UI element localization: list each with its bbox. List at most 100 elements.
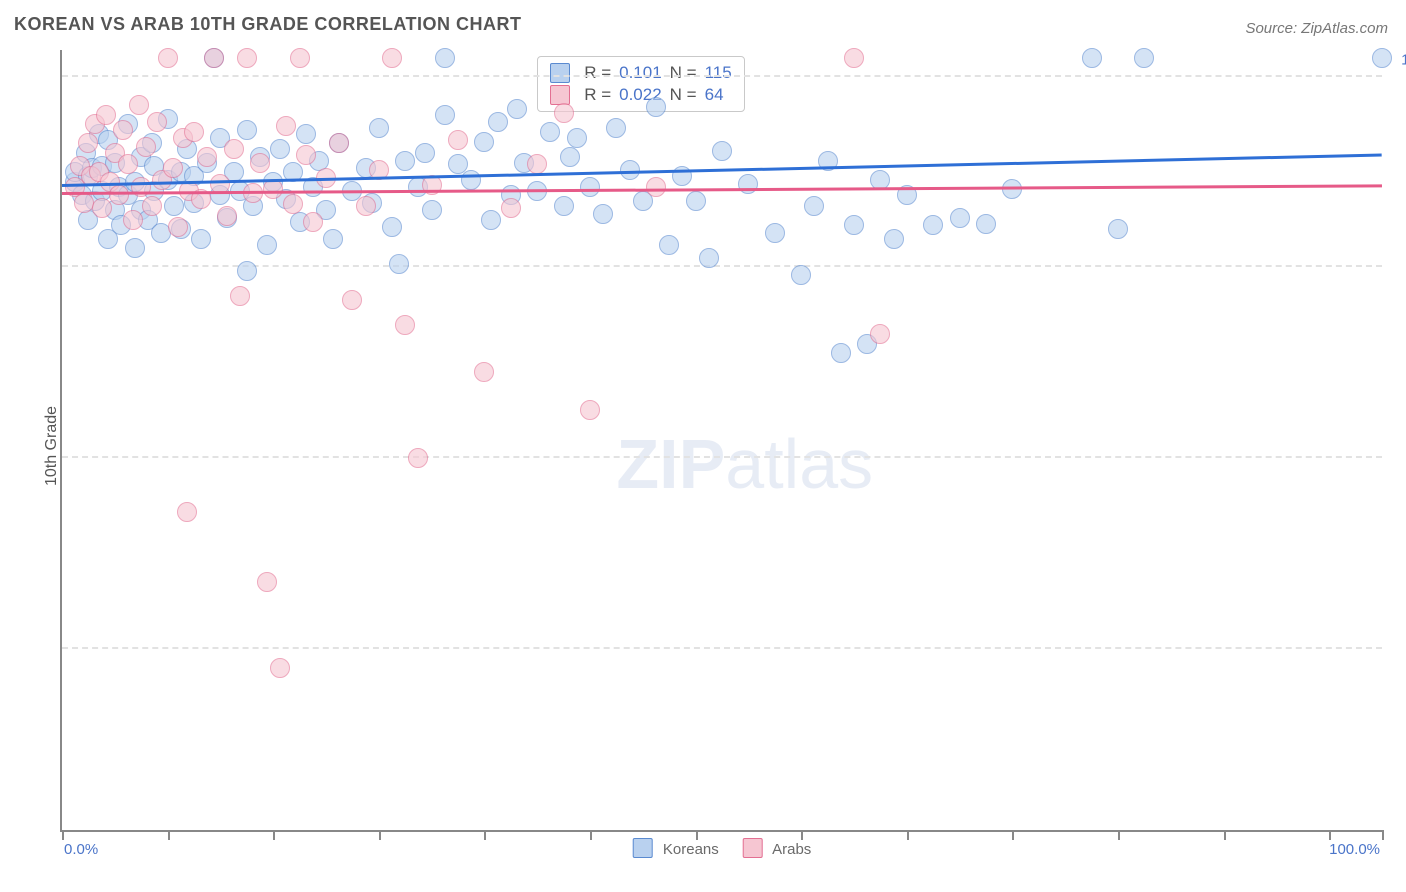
legend-r-label: R = xyxy=(584,85,611,105)
chart-title: KOREAN VS ARAB 10TH GRADE CORRELATION CH… xyxy=(14,14,522,35)
data-point xyxy=(646,177,666,197)
x-axis-max-label: 100.0% xyxy=(1329,841,1380,858)
data-point xyxy=(422,200,442,220)
data-point xyxy=(270,139,290,159)
data-point xyxy=(296,124,316,144)
data-point xyxy=(323,229,343,249)
data-point xyxy=(123,210,143,230)
data-point xyxy=(415,143,435,163)
legend-item-koreans: Koreans xyxy=(633,838,719,858)
data-point xyxy=(686,191,706,211)
data-point xyxy=(884,229,904,249)
data-point xyxy=(540,122,560,142)
data-point xyxy=(237,48,257,68)
data-point xyxy=(217,206,237,226)
x-axis-min-label: 0.0% xyxy=(64,841,98,858)
data-point xyxy=(283,194,303,214)
data-point xyxy=(448,130,468,150)
data-point xyxy=(976,214,996,234)
data-point xyxy=(191,229,211,249)
data-point xyxy=(237,261,257,281)
data-point xyxy=(270,658,290,678)
x-tick xyxy=(1329,830,1331,840)
y-tick-label: 90.0% xyxy=(1392,242,1406,259)
y-axis-label: 10th Grade xyxy=(43,406,61,486)
data-point xyxy=(96,105,116,125)
data-point xyxy=(147,112,167,132)
data-point xyxy=(923,215,943,235)
data-point xyxy=(113,120,133,140)
data-point xyxy=(204,48,224,68)
legend-label-koreans: Koreans xyxy=(663,841,719,858)
chart-container: KOREAN VS ARAB 10TH GRADE CORRELATION CH… xyxy=(0,0,1406,892)
data-point xyxy=(164,196,184,216)
data-point xyxy=(158,48,178,68)
data-point xyxy=(580,177,600,197)
source-attribution: Source: ZipAtlas.com xyxy=(1245,20,1388,37)
data-point xyxy=(474,132,494,152)
x-tick xyxy=(1224,830,1226,840)
data-point xyxy=(197,147,217,167)
legend-swatch xyxy=(550,63,570,83)
data-point xyxy=(395,315,415,335)
data-point xyxy=(712,141,732,161)
data-point xyxy=(369,118,389,138)
data-point xyxy=(765,223,785,243)
x-tick xyxy=(62,830,64,840)
data-point xyxy=(92,198,112,218)
x-tick xyxy=(1012,830,1014,840)
data-point xyxy=(356,196,376,216)
data-point xyxy=(435,48,455,68)
data-point xyxy=(474,362,494,382)
data-point xyxy=(389,254,409,274)
swatch-koreans xyxy=(633,838,653,858)
data-point xyxy=(276,116,296,136)
data-point xyxy=(382,217,402,237)
data-point xyxy=(567,128,587,148)
data-point xyxy=(257,572,277,592)
data-point xyxy=(237,120,257,140)
legend-swatch xyxy=(550,85,570,105)
x-tick xyxy=(273,830,275,840)
data-point xyxy=(659,235,679,255)
legend-n-label: N = xyxy=(670,85,697,105)
data-point xyxy=(395,151,415,171)
data-point xyxy=(507,99,527,119)
data-point xyxy=(342,290,362,310)
x-tick xyxy=(801,830,803,840)
y-tick-label: 80.0% xyxy=(1392,433,1406,450)
legend-n-value: 64 xyxy=(705,85,732,105)
series-legend: Koreans Arabs xyxy=(633,838,812,858)
data-point xyxy=(831,343,851,363)
y-tick-label: 70.0% xyxy=(1392,623,1406,640)
data-point xyxy=(527,154,547,174)
data-point xyxy=(560,147,580,167)
data-point xyxy=(136,137,156,157)
data-point xyxy=(109,185,129,205)
data-point xyxy=(303,212,323,232)
data-point xyxy=(950,208,970,228)
data-point xyxy=(163,158,183,178)
data-point xyxy=(184,122,204,142)
data-point xyxy=(804,196,824,216)
data-point xyxy=(129,95,149,115)
data-point xyxy=(250,153,270,173)
gridline xyxy=(62,265,1382,267)
data-point xyxy=(1082,48,1102,68)
data-point xyxy=(1108,219,1128,239)
data-point xyxy=(329,133,349,153)
data-point xyxy=(461,170,481,190)
data-point xyxy=(606,118,626,138)
gridline xyxy=(62,647,1382,649)
data-point xyxy=(488,112,508,132)
x-tick xyxy=(1382,830,1384,840)
data-point xyxy=(257,235,277,255)
data-point xyxy=(554,103,574,123)
data-point xyxy=(118,154,138,174)
x-tick xyxy=(379,830,381,840)
data-point xyxy=(78,133,98,153)
legend-n-label: N = xyxy=(670,63,697,83)
data-point xyxy=(435,105,455,125)
data-point xyxy=(870,324,890,344)
x-tick xyxy=(696,830,698,840)
